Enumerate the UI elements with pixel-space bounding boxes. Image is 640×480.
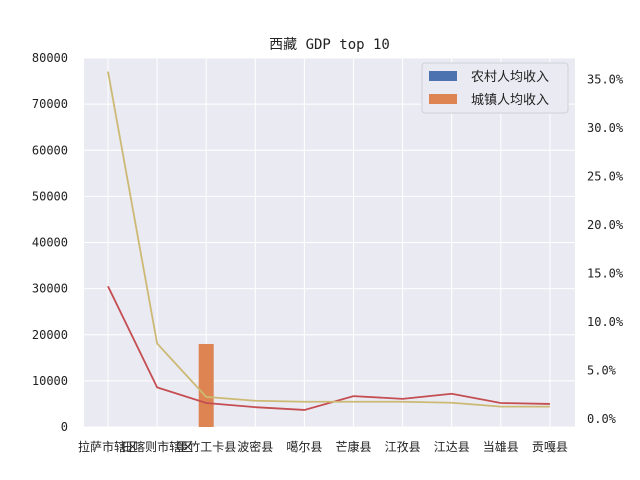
x-tick-label: 江孜县 [385, 440, 421, 454]
y2-tick-label: 20.0% [587, 218, 624, 232]
y-tick-label: 70000 [32, 97, 68, 111]
x-tick-label: 江达县 [434, 440, 470, 454]
y-tick-label: 60000 [32, 143, 68, 157]
y-tick-label: 50000 [32, 189, 68, 203]
y2-tick-label: 30.0% [587, 121, 624, 135]
legend: 农村人均收入 城镇人均收入 [421, 62, 569, 114]
y2-tick-label: 5.0% [587, 364, 617, 378]
bar [198, 343, 214, 427]
legend-box [421, 62, 569, 114]
y-tick-label: 10000 [32, 374, 68, 388]
y-tick-label: 40000 [32, 236, 68, 250]
x-tick-label: 芒康县 [335, 439, 371, 454]
x-tick-label: 噶尔县 [286, 439, 322, 454]
grid [84, 57, 575, 428]
x-tick-label: 波密县 [237, 439, 273, 454]
chart-title: 西藏 GDP top 10 [269, 37, 390, 53]
y-axis-left: 0 10000 20000 30000 40000 50000 60000 70000 8000… [32, 51, 68, 434]
bars [198, 343, 214, 427]
y2-tick-label: 25.0% [587, 169, 624, 183]
y-axis-right: 0.0% 5.0% 10.0% 15.0% 20.0% 25.0% 30.0% 35.0% [587, 72, 624, 426]
x-tick-label: 墨竹工卡县 [176, 440, 236, 454]
lines [107, 71, 550, 411]
y2-tick-label: 10.0% [587, 315, 624, 329]
series-line [107, 71, 550, 408]
legend-label-urban: 城镇人均收入 [471, 93, 549, 108]
x-tick-label: 当雄县 [483, 439, 519, 454]
y2-tick-label: 15.0% [587, 267, 624, 281]
legend-label-rural: 农村人均收入 [471, 70, 549, 85]
y-tick-label: 0 [61, 420, 68, 434]
y-tick-label: 30000 [32, 282, 68, 296]
y-tick-label: 80000 [32, 51, 68, 65]
x-tick-label: 日喀则市辖区 [121, 439, 193, 454]
x-tick-label: 贡嘎县 [532, 440, 568, 454]
x-tick-label: 拉萨市辖区 [78, 439, 138, 454]
series-line [107, 285, 550, 411]
y2-tick-label: 0.0% [587, 412, 617, 426]
legend-swatch-urban [429, 94, 457, 104]
y-tick-label: 20000 [32, 328, 68, 342]
y2-tick-label: 35.0% [587, 72, 624, 86]
legend-swatch-rural [429, 71, 457, 81]
